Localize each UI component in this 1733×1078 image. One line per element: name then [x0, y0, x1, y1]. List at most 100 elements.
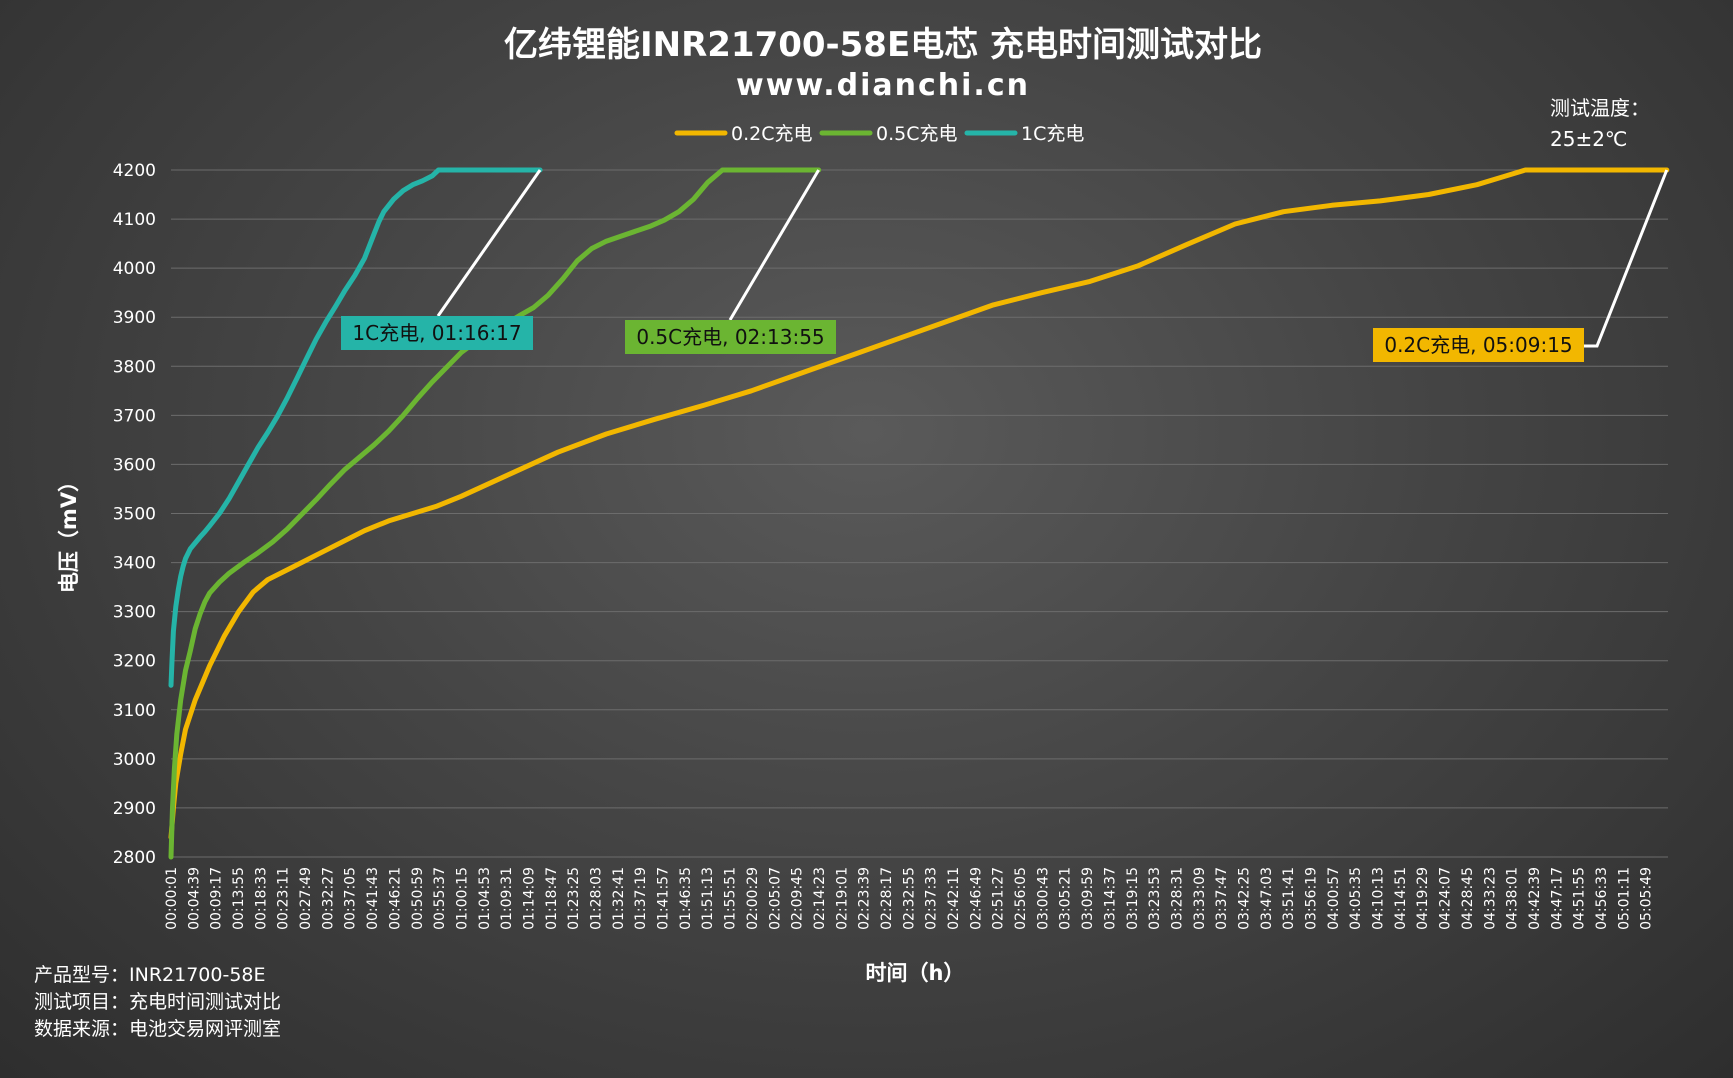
info-panel: 产品型号：INR21700-58E 测试项目：充电时间测试对比 数据来源：电池交… — [34, 962, 281, 1043]
x-tick-label: 02:37:33 — [924, 867, 940, 930]
y-axis-label: 电压（mV） — [57, 471, 81, 593]
y-tick-label: 3200 — [113, 652, 156, 672]
x-tick-label: 03:51:41 — [1281, 867, 1297, 930]
series-line-2 — [168, 167, 543, 688]
x-tick-label: 03:47:03 — [1259, 867, 1275, 930]
x-tick-label: 01:28:03 — [589, 867, 605, 930]
temperature-note-line1: 测试温度： — [1550, 96, 1650, 120]
x-tick-label: 01:18:47 — [544, 867, 560, 930]
x-tick-label: 00:00:01 — [164, 867, 180, 930]
x-tick-label: 04:47:17 — [1549, 867, 1565, 930]
x-tick-label: 05:05:49 — [1639, 867, 1655, 930]
y-tick-label: 4200 — [113, 161, 156, 181]
y-tick-label: 3400 — [113, 554, 156, 574]
x-tick-label: 01:23:25 — [566, 867, 582, 930]
x-tick-label: 03:37:47 — [1214, 867, 1230, 930]
legend-label-0.2C: 0.2C充电 — [731, 123, 812, 145]
legend: 0.2C充电 0.5C充电 1C充电 — [674, 123, 1084, 145]
y-tick-label: 3100 — [113, 701, 156, 721]
x-tick-label: 00:41:43 — [365, 867, 381, 930]
y-tick-label: 4100 — [113, 210, 156, 230]
x-tick-label: 04:19:29 — [1415, 867, 1431, 930]
grid — [171, 169, 1668, 858]
callout-label: 0.5C充电, 02:13:55 — [636, 325, 824, 349]
x-tick-label: 02:28:17 — [879, 867, 895, 930]
y-tick-label: 3700 — [113, 406, 156, 426]
x-tick-label: 03:33:09 — [1192, 867, 1208, 930]
x-tick-label: 03:05:21 — [1058, 867, 1074, 930]
legend-label-0.5C: 0.5C充电 — [876, 123, 957, 145]
x-tick-label: 05:01:11 — [1616, 867, 1632, 930]
x-tick-label: 03:23:53 — [1147, 867, 1163, 930]
callout-label: 1C充电, 01:16:17 — [352, 321, 521, 345]
x-tick-label: 01:46:35 — [678, 867, 694, 930]
x-tick-label: 01:55:51 — [723, 867, 739, 930]
chart-subtitle: www.dianchi.cn — [736, 68, 1030, 103]
y-tick-label: 3500 — [113, 505, 156, 525]
x-tick-label: 02:14:23 — [812, 867, 828, 930]
x-tick-label: 04:51:55 — [1572, 867, 1588, 930]
callout-label: 0.2C充电, 05:09:15 — [1384, 333, 1572, 357]
x-tick-label: 00:27:49 — [298, 867, 314, 930]
x-tick-label: 00:23:11 — [276, 867, 292, 930]
x-axis-ticks: 00:00:01 00:04:39 00:09:17 00:13:55 00:18:33… — [164, 867, 1655, 930]
x-tick-label: 01:04:53 — [477, 867, 493, 930]
x-tick-label: 02:00:29 — [745, 867, 761, 930]
info-project: 测试项目：充电时间测试对比 — [34, 991, 282, 1013]
x-tick-label: 03:28:31 — [1169, 867, 1185, 930]
callout-leader — [728, 169, 820, 321]
x-tick-label: 01:00:15 — [454, 867, 470, 930]
x-tick-label: 00:18:33 — [253, 867, 269, 930]
x-tick-label: 01:09:31 — [499, 867, 515, 930]
series-line-1 — [168, 167, 822, 860]
x-tick-label: 04:42:39 — [1527, 867, 1543, 930]
x-tick-label: 03:09:59 — [1080, 867, 1096, 930]
callout-leader — [1584, 169, 1669, 348]
x-tick-label: 00:46:21 — [387, 867, 403, 930]
info-source: 数据来源：电池交易网评测室 — [34, 1018, 282, 1040]
x-tick-label: 00:13:55 — [231, 867, 247, 930]
temperature-note-line2: 25±2℃ — [1550, 127, 1627, 151]
x-tick-label: 04:33:23 — [1482, 867, 1498, 930]
series-line-0 — [168, 167, 1670, 840]
x-tick-label: 00:09:17 — [209, 867, 225, 930]
x-tick-label: 04:14:51 — [1393, 867, 1409, 930]
y-axis-ticks: 2800 2900 3000 3100 3200 3300 3400 3500 3600 3700… — [113, 161, 156, 868]
x-tick-label: 04:56:33 — [1594, 867, 1610, 930]
x-tick-label: 04:05:35 — [1348, 867, 1364, 930]
x-tick-label: 00:32:27 — [320, 867, 336, 930]
info-model: 产品型号：INR21700-58E — [34, 964, 266, 986]
series-lines — [168, 167, 1670, 860]
x-tick-label: 02:32:55 — [901, 867, 917, 930]
x-tick-label: 02:23:39 — [857, 867, 873, 930]
callout-box — [341, 316, 533, 350]
y-tick-label: 4000 — [113, 259, 156, 279]
x-tick-label: 00:55:37 — [432, 867, 448, 930]
x-tick-label: 02:05:07 — [767, 867, 783, 930]
x-tick-label: 02:09:45 — [790, 867, 806, 930]
x-tick-label: 03:42:25 — [1236, 867, 1252, 930]
x-tick-label: 03:14:37 — [1102, 867, 1118, 930]
x-tick-label: 03:56:19 — [1304, 867, 1320, 930]
x-axis-label: 时间（h） — [866, 961, 965, 985]
x-tick-label: 01:37:19 — [633, 867, 649, 930]
y-tick-label: 3600 — [113, 455, 156, 475]
callouts: 1C充电, 01:16:17 0.5C充电, 02:13:55 0.2C充电, 05… — [341, 169, 1669, 362]
y-tick-label: 3300 — [113, 603, 156, 623]
y-tick-label: 3000 — [113, 750, 156, 770]
x-tick-label: 04:24:07 — [1438, 867, 1454, 930]
callout-box — [625, 320, 836, 354]
y-tick-label: 3900 — [113, 308, 156, 328]
x-tick-label: 01:51:13 — [700, 867, 716, 930]
chart-title: 亿纬锂能INR21700-58E电芯 充电时间测试对比 — [504, 25, 1262, 65]
legend-label-1C: 1C充电 — [1021, 123, 1084, 145]
x-tick-label: 03:00:43 — [1035, 867, 1051, 930]
x-tick-label: 00:50:59 — [410, 867, 426, 930]
x-tick-label: 00:04:39 — [186, 867, 202, 930]
x-tick-label: 02:56:05 — [1013, 867, 1029, 930]
x-tick-label: 02:42:11 — [946, 867, 962, 930]
x-tick-label: 02:46:49 — [968, 867, 984, 930]
x-tick-label: 02:51:27 — [991, 867, 1007, 930]
x-tick-label: 04:00:57 — [1326, 867, 1342, 930]
